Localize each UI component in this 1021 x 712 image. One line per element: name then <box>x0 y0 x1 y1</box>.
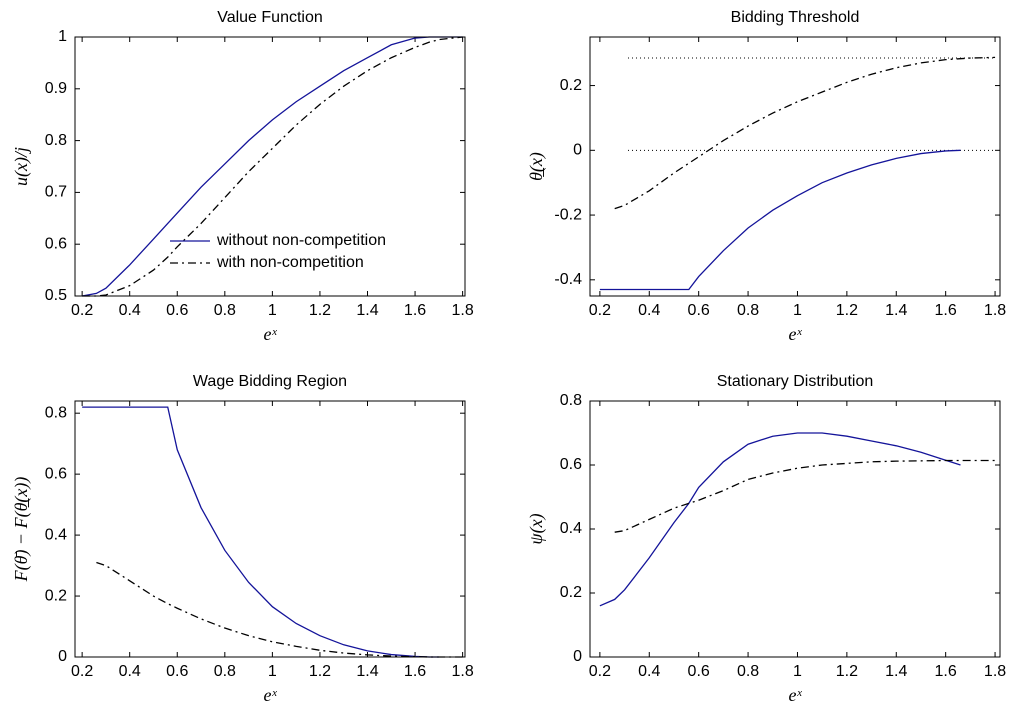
y-tick-label: 0.2 <box>45 587 67 604</box>
x-tick-label: 1.8 <box>451 302 473 319</box>
x-tick-label: 0.4 <box>119 302 141 319</box>
y-tick-label: 0.9 <box>45 80 67 97</box>
axes-box <box>589 400 1001 658</box>
x-tick-label: 0.2 <box>71 302 93 319</box>
x-tick-label: 0.8 <box>737 663 759 680</box>
series-line <box>614 56 996 210</box>
x-tick-label: 1 <box>793 302 802 319</box>
y-tick-label: 0 <box>58 648 67 665</box>
x-tick-label: 1.6 <box>935 663 957 680</box>
x-tick-label: 1.4 <box>885 302 907 319</box>
x-tick-label: 1 <box>268 302 277 319</box>
series-line <box>96 561 463 658</box>
chart-title: Stationary Distribution <box>717 373 874 390</box>
y-tick-label: -0.2 <box>554 206 582 223</box>
chart-title: Wage Bidding Region <box>193 373 347 390</box>
chart-title: Value Function <box>217 9 323 26</box>
x-tick-label: 0.2 <box>71 663 93 680</box>
x-tick-label: 0.8 <box>737 302 759 319</box>
x-tick-label: 0.6 <box>166 663 188 680</box>
y-tick-label: 0.8 <box>45 404 67 421</box>
x-tick-label: 1.2 <box>836 663 858 680</box>
x-tick-label: 1.2 <box>309 663 331 680</box>
x-tick-label: 1.2 <box>836 302 858 319</box>
x-tick-label: 0.4 <box>119 663 141 680</box>
x-tick-label: 1 <box>793 663 802 680</box>
y-tick-label: 0.5 <box>45 287 67 304</box>
y-tick-label: 0.8 <box>45 132 67 149</box>
y-axis-label: u(x)/j <box>11 147 32 186</box>
legend-label: with non-competition <box>216 254 364 271</box>
chart-title: Bidding Threshold <box>731 9 860 26</box>
series-line <box>599 432 961 607</box>
y-tick-label: 0.7 <box>45 184 67 201</box>
x-tick-label: 1.4 <box>356 302 378 319</box>
x-tick-label: 1.2 <box>309 302 331 319</box>
y-tick-label: 0.6 <box>560 456 582 473</box>
x-tick-label: 0.6 <box>688 302 710 319</box>
y-axis-label: θ̲(x) <box>526 152 547 181</box>
y-axis-label: ψ(x) <box>526 513 547 544</box>
y-tick-label: 1 <box>58 28 67 45</box>
y-tick-label: 0.2 <box>560 77 582 94</box>
x-tick-label: 1.4 <box>356 663 378 680</box>
x-tick-label: 0.4 <box>638 302 660 319</box>
y-tick-label: 0.8 <box>560 392 582 409</box>
y-tick-label: 0.2 <box>560 584 582 601</box>
x-tick-label: 0.8 <box>214 302 236 319</box>
series-line <box>599 149 961 291</box>
y-tick-label: 0.6 <box>45 235 67 252</box>
series-line <box>614 459 996 533</box>
x-axis-label: eˣ <box>788 324 802 344</box>
x-axis-label: eˣ <box>263 685 277 705</box>
x-tick-label: 1.8 <box>984 302 1006 319</box>
axes-box <box>74 400 466 658</box>
x-tick-label: 0.2 <box>589 302 611 319</box>
x-tick-label: 0.8 <box>214 663 236 680</box>
axes-box <box>74 36 466 297</box>
x-tick-label: 1.6 <box>404 302 426 319</box>
x-tick-label: 0.2 <box>589 663 611 680</box>
x-axis-label: eˣ <box>788 685 802 705</box>
series-line <box>82 36 463 297</box>
series-line <box>82 406 439 658</box>
x-axis-label: eˣ <box>263 324 277 344</box>
y-axis-label: F(θ̄) − F(θ̲(x)) <box>11 477 32 583</box>
x-tick-label: 0.6 <box>166 302 188 319</box>
x-tick-label: 1.8 <box>984 663 1006 680</box>
x-tick-label: 0.4 <box>638 663 660 680</box>
y-tick-label: 0 <box>573 142 582 159</box>
y-tick-label: 0.6 <box>45 465 67 482</box>
y-tick-label: 0.4 <box>560 520 582 537</box>
y-tick-label: 0 <box>573 648 582 665</box>
y-tick-label: -0.4 <box>554 271 582 288</box>
x-tick-label: 1 <box>268 663 277 680</box>
x-tick-label: 1.6 <box>935 302 957 319</box>
series-line <box>82 36 463 297</box>
x-tick-label: 1.8 <box>451 663 473 680</box>
x-tick-label: 0.6 <box>688 663 710 680</box>
axes-box <box>589 36 1001 297</box>
legend-label: without non-competition <box>216 232 386 249</box>
x-tick-label: 1.6 <box>404 663 426 680</box>
y-tick-label: 0.4 <box>45 526 67 543</box>
x-tick-label: 1.4 <box>885 663 907 680</box>
